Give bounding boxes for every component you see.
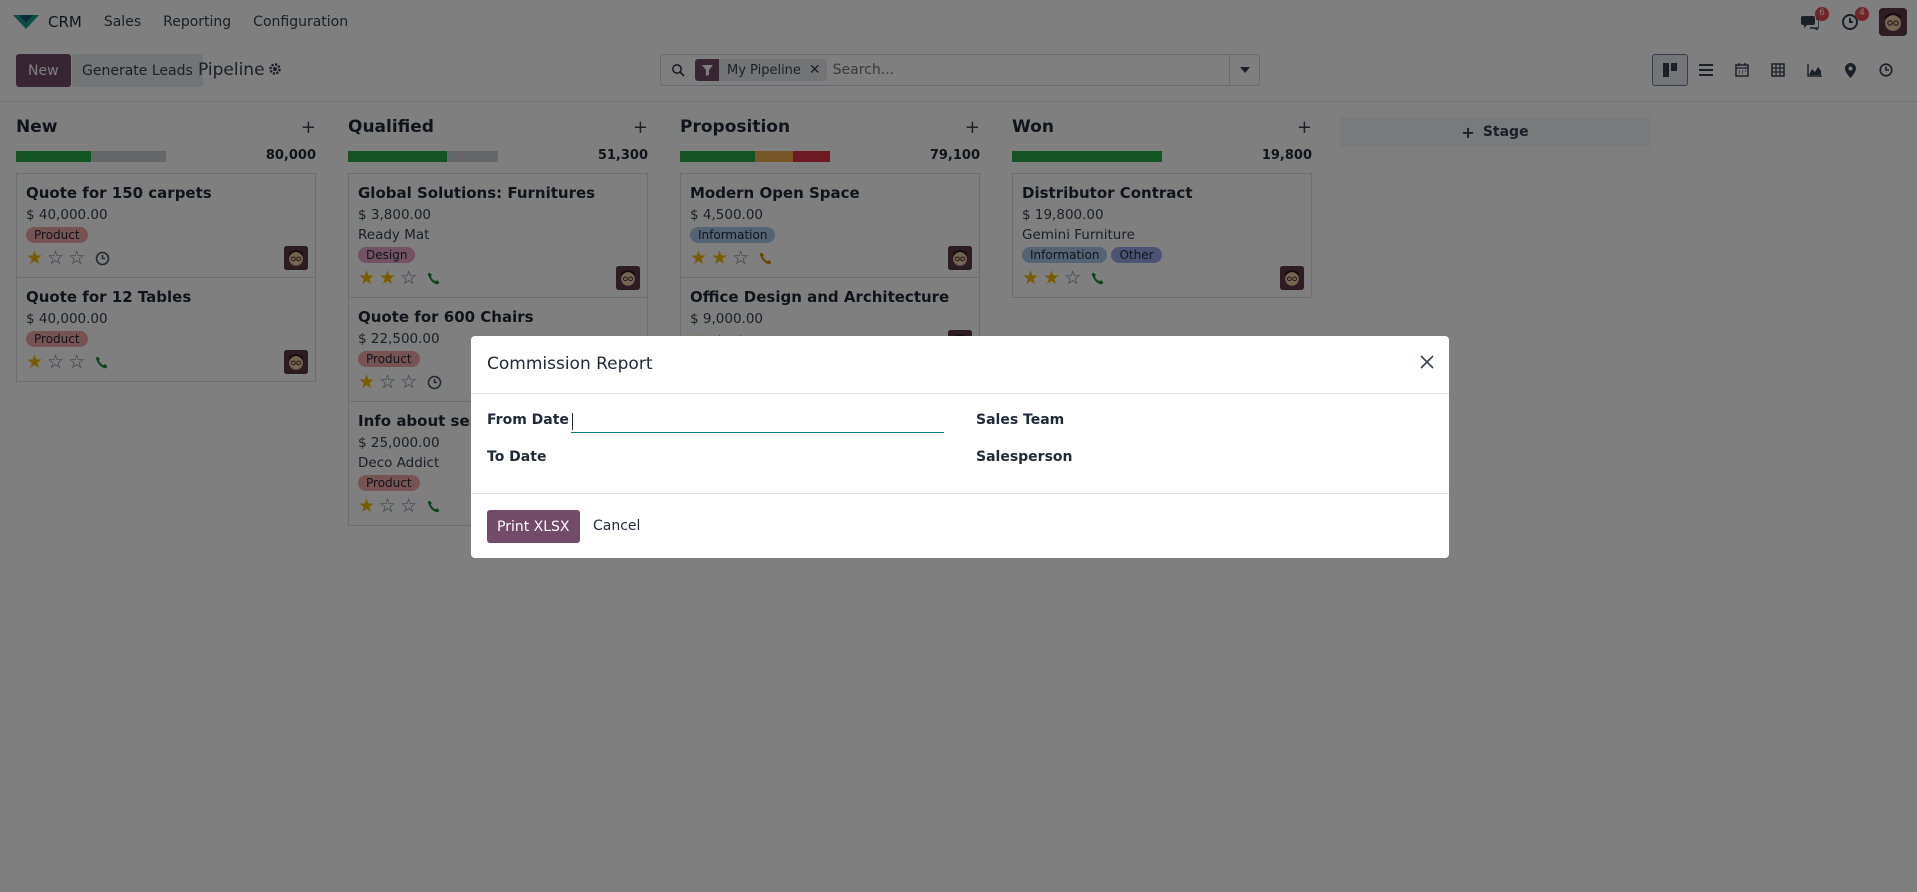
commission-report-dialog: Commission Report From Date To Date Sale… xyxy=(471,336,1449,558)
salesperson-label: Salesperson xyxy=(976,449,1073,465)
text-caret xyxy=(572,413,573,430)
from-date-field[interactable] xyxy=(571,411,944,433)
to-date-label: To Date xyxy=(487,449,547,465)
dialog-body: From Date To Date Sales Team Salesperson xyxy=(471,394,1449,494)
print-xlsx-button[interactable]: Print XLSX xyxy=(487,510,580,543)
from-date-label: From Date xyxy=(487,412,569,428)
salesperson-field[interactable] xyxy=(1091,444,1431,468)
dialog-title: Commission Report xyxy=(487,354,653,374)
cancel-button[interactable]: Cancel xyxy=(593,518,641,534)
sales-team-field[interactable] xyxy=(1091,408,1431,432)
dialog-header: Commission Report xyxy=(471,336,1449,394)
sales-team-label: Sales Team xyxy=(976,412,1065,428)
to-date-field[interactable] xyxy=(571,444,944,468)
close-icon[interactable] xyxy=(1419,354,1435,370)
